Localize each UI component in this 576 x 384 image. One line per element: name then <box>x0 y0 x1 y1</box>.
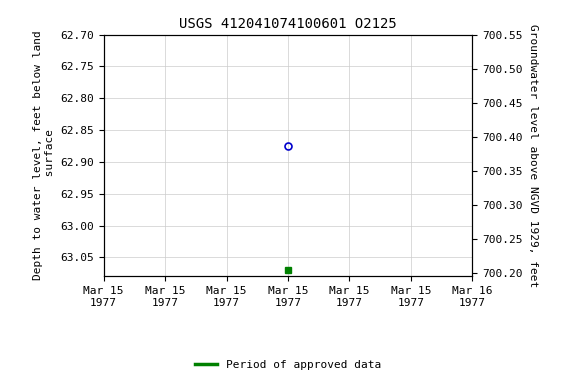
Y-axis label: Depth to water level, feet below land
 surface: Depth to water level, feet below land su… <box>33 31 55 280</box>
Title: USGS 412041074100601 O2125: USGS 412041074100601 O2125 <box>179 17 397 31</box>
Legend: Period of approved data: Period of approved data <box>191 356 385 375</box>
Y-axis label: Groundwater level above NGVD 1929, feet: Groundwater level above NGVD 1929, feet <box>528 24 538 287</box>
